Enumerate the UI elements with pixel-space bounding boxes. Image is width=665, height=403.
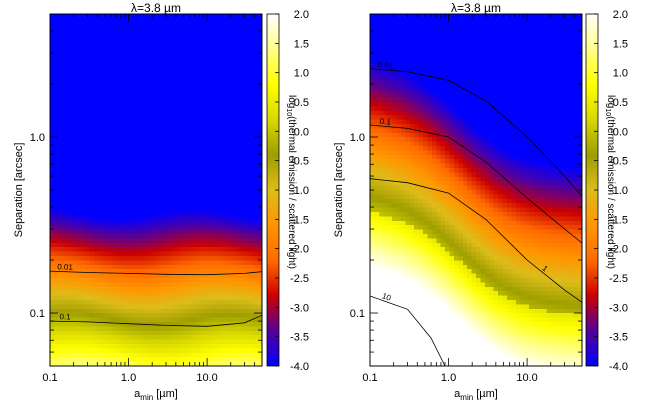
colorbar-tick-label: -1.5 bbox=[609, 214, 628, 226]
colorbar-tick-label: -2.0 bbox=[290, 244, 309, 256]
heatmap-left bbox=[50, 14, 263, 367]
x-tick-label: 1.0 bbox=[121, 372, 136, 384]
x-tick-label: 10.0 bbox=[196, 372, 217, 384]
y-axis-label: Separation [arcsec] bbox=[333, 143, 345, 238]
panel-right: 0.01 0.1 1 10 0.1 1.0 10.0 0.1 1.0 λ=3.8 µm amin [… bbox=[333, 1, 628, 402]
x-axis-label: amin [µm] bbox=[454, 388, 498, 402]
colorbar-tick-label: -0.5 bbox=[290, 156, 309, 168]
colorbar-label: log10(thermal emission / scattered light… bbox=[285, 95, 297, 269]
colorbar-tick-label: -2.0 bbox=[609, 244, 628, 256]
x-tick-label: 0.1 bbox=[362, 372, 377, 384]
chart-title: λ=3.8 µm bbox=[451, 1, 501, 15]
colorbar-label: log10(thermal emission / scattered light… bbox=[604, 95, 616, 269]
colorbar-tick-label: -3.5 bbox=[290, 332, 309, 344]
colorbar-tick-label: -2.5 bbox=[290, 273, 309, 285]
contour-label: 0.1 bbox=[59, 312, 71, 321]
heatmap-right bbox=[370, 14, 583, 367]
colorbar-tick-label: -4.0 bbox=[609, 361, 628, 373]
chart-title: λ=3.8 µm bbox=[131, 1, 181, 15]
colorbar-tick-label: 0.5 bbox=[294, 97, 309, 109]
contour-label: 0.1 bbox=[379, 117, 391, 127]
colorbar-tick-label: 1.5 bbox=[613, 38, 628, 50]
colorbar-tick-label: 1.0 bbox=[294, 68, 309, 80]
colorbar-tick-label: 2.0 bbox=[613, 9, 628, 21]
x-tick-label: 1.0 bbox=[441, 372, 456, 384]
panel-left: 0.01 0.1 0.1 1.0 10.0 0.1 1.0 λ=3.8 µm amin [µm]… bbox=[13, 1, 309, 402]
contour-label: 1 bbox=[540, 264, 550, 274]
x-tick-label: 0.1 bbox=[42, 372, 57, 384]
y-tick-label: 0.1 bbox=[350, 308, 365, 320]
colorbar-tick-label: 0.0 bbox=[613, 126, 628, 138]
y-tick-label: 1.0 bbox=[30, 132, 45, 144]
colorbar-tick-label: 0.0 bbox=[294, 126, 309, 138]
y-axis-label: Separation [arcsec] bbox=[13, 143, 25, 238]
contour-line bbox=[369, 178, 583, 303]
y-tick-label: 1.0 bbox=[350, 132, 365, 144]
colorbar-tick-label: -1.0 bbox=[290, 185, 309, 197]
colorbar-tick-label: -0.5 bbox=[609, 156, 628, 168]
contour-label: 0.01 bbox=[57, 262, 73, 272]
x-tick-label: 10.0 bbox=[516, 372, 537, 384]
colorbar-tick-label: -4.0 bbox=[290, 361, 309, 373]
colorbar-tick-label: -1.0 bbox=[609, 185, 628, 197]
contour-label: 0.01 bbox=[377, 60, 394, 70]
contour-line bbox=[369, 124, 583, 244]
colorbar-tick-label: 2.0 bbox=[294, 9, 309, 21]
colorbar-tick-label: 1.5 bbox=[294, 38, 309, 50]
contour-line bbox=[369, 68, 583, 197]
contour-line bbox=[49, 314, 263, 327]
colorbar-tick-label: -3.5 bbox=[609, 332, 628, 344]
contour-line bbox=[369, 295, 446, 367]
contour-line bbox=[49, 270, 263, 276]
colorbar-tick-label: 1.0 bbox=[613, 68, 628, 80]
y-tick-label: 0.1 bbox=[30, 308, 45, 320]
colorbar-tick-label: 0.5 bbox=[613, 97, 628, 109]
colorbar-tick-label: -2.5 bbox=[609, 273, 628, 285]
colorbar-tick-label: -3.0 bbox=[290, 302, 309, 314]
colorbar-tick-label: -1.5 bbox=[290, 214, 309, 226]
colorbar-tick-label: -3.0 bbox=[609, 302, 628, 314]
contour-label: 10 bbox=[381, 291, 393, 303]
x-axis-label: amin [µm] bbox=[134, 388, 178, 402]
